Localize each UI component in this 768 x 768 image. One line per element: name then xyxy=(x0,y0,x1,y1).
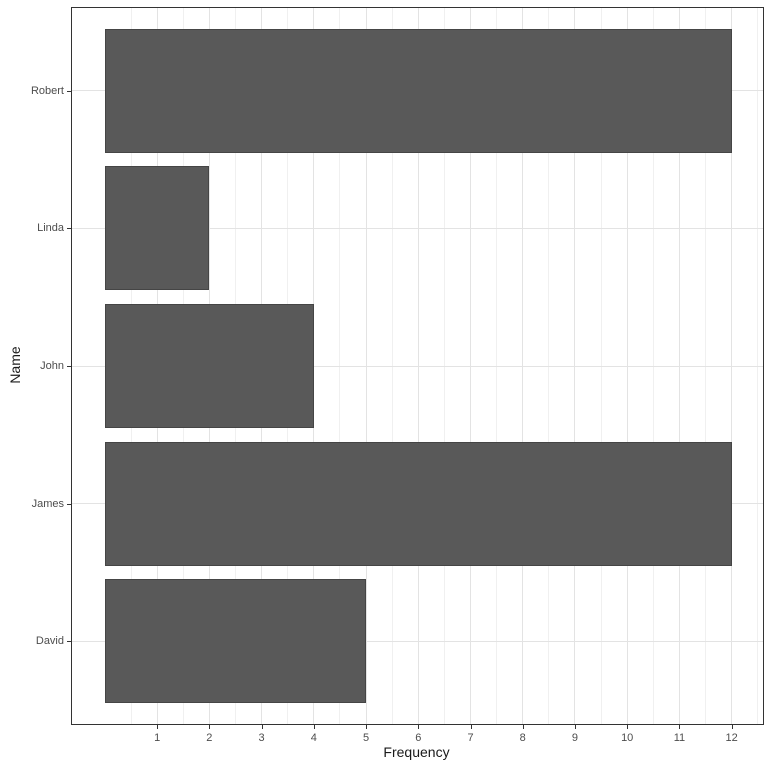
chart-panel xyxy=(71,7,764,725)
gridline-horizontal-major xyxy=(72,640,763,642)
x-tick-label: 8 xyxy=(519,732,526,744)
bar-james xyxy=(104,441,732,566)
x-tick-mark xyxy=(313,725,315,729)
x-tick-mark xyxy=(731,725,733,729)
x-tick-label: 11 xyxy=(673,732,686,744)
x-tick-label: 7 xyxy=(467,732,474,744)
bar-robert xyxy=(104,28,732,153)
x-tick-mark xyxy=(679,725,681,729)
x-tick-mark xyxy=(627,725,629,729)
x-tick-mark xyxy=(470,725,472,729)
y-tick-label: Linda xyxy=(37,222,64,235)
x-tick-label: 9 xyxy=(571,732,579,744)
y-axis-title: Name xyxy=(7,346,23,384)
x-tick-mark xyxy=(157,725,159,729)
y-tick-label: James xyxy=(31,497,64,510)
x-tick-mark xyxy=(209,725,211,729)
bar-john xyxy=(104,304,314,428)
x-tick-mark xyxy=(574,725,576,729)
x-tick-label: 2 xyxy=(206,732,213,744)
x-tick-label: 10 xyxy=(621,732,634,744)
bar-linda xyxy=(104,166,210,291)
x-tick-mark xyxy=(522,725,524,729)
gridline-horizontal-major xyxy=(72,227,763,229)
y-tick-label: David xyxy=(35,635,64,648)
y-tick-mark xyxy=(67,503,71,505)
y-tick-mark xyxy=(67,366,71,367)
x-tick-label: 3 xyxy=(258,732,265,744)
x-tick-label: 1 xyxy=(154,732,161,744)
x-tick-label: 6 xyxy=(415,732,422,744)
bar-david xyxy=(104,579,367,704)
y-tick-label: John xyxy=(40,360,64,372)
x-tick-label: 5 xyxy=(362,732,370,744)
gridline-horizontal-major xyxy=(72,365,763,367)
x-tick-label: 4 xyxy=(310,732,317,744)
x-tick-mark xyxy=(261,725,263,729)
y-tick-mark xyxy=(67,641,71,643)
y-tick-mark xyxy=(67,90,71,92)
y-tick-mark xyxy=(67,228,71,230)
x-tick-mark xyxy=(418,725,420,729)
x-tick-mark xyxy=(366,725,368,729)
x-axis-title: Frequency xyxy=(383,744,450,760)
x-tick-label: 12 xyxy=(725,732,738,744)
y-tick-label: Robert xyxy=(30,84,64,97)
